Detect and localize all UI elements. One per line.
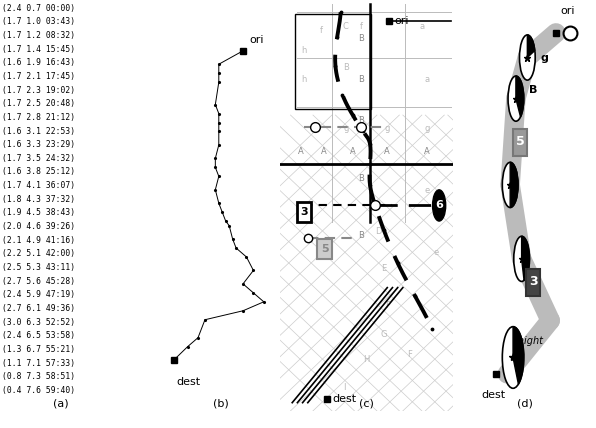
Text: a: a [424,75,430,84]
Text: 3: 3 [300,207,308,217]
Text: (a): (a) [53,399,69,409]
Text: g: g [540,53,548,62]
Text: F: F [407,351,412,360]
Text: ori: ori [249,35,263,45]
Text: dest: dest [332,394,356,404]
Text: dest: dest [176,377,200,386]
Wedge shape [510,162,518,208]
Wedge shape [522,236,529,280]
Text: (1.6 3.3 23:29): (1.6 3.3 23:29) [2,140,74,149]
Text: (2.7 5.6 45:28): (2.7 5.6 45:28) [2,276,74,285]
Text: B: B [343,63,349,72]
Text: (1.7 1.2 08:32): (1.7 1.2 08:32) [2,31,74,40]
Text: H: H [364,354,370,363]
FancyBboxPatch shape [297,202,311,222]
Text: (b): (b) [213,399,228,409]
Text: a: a [420,22,424,31]
Text: (1.7 2.8 21:12): (1.7 2.8 21:12) [2,113,74,122]
Text: e: e [433,248,438,257]
Circle shape [502,162,518,208]
Text: (1.7 2.5 20:48): (1.7 2.5 20:48) [2,99,74,108]
Text: B: B [358,231,364,240]
FancyBboxPatch shape [317,239,332,259]
Text: D: D [375,227,382,236]
Text: g: g [424,125,430,134]
Circle shape [502,327,524,388]
Text: (0.4 7.6 59:40): (0.4 7.6 59:40) [2,386,74,395]
Text: (1.7 1.4 15:45): (1.7 1.4 15:45) [2,45,74,54]
Text: (1.6 1.9 16:43): (1.6 1.9 16:43) [2,58,74,67]
Text: (1.9 4.5 38:43): (1.9 4.5 38:43) [2,208,74,217]
Text: B: B [358,75,364,84]
Text: (1.7 3.5 24:32): (1.7 3.5 24:32) [2,154,74,163]
Text: (1.6 3.1 22:53): (1.6 3.1 22:53) [2,127,74,136]
Text: (d): (d) [517,399,532,409]
Text: e: e [424,186,430,195]
Text: (0.8 7.3 58:51): (0.8 7.3 58:51) [2,372,74,381]
Text: ori: ori [394,15,409,26]
Text: A: A [298,147,304,156]
Text: A: A [384,147,390,156]
Text: (2.4 6.5 53:58): (2.4 6.5 53:58) [2,331,74,340]
Text: (2.2 5.1 42:00): (2.2 5.1 42:00) [2,250,74,259]
Text: E: E [381,264,386,273]
Text: straight: straight [505,336,544,346]
Text: (2.0 4.6 39:26): (2.0 4.6 39:26) [2,222,74,231]
Text: dest: dest [482,390,505,400]
Text: A: A [321,147,326,156]
Text: B: B [358,116,364,125]
Text: f: f [320,26,323,35]
Text: (1.7 2.1 17:45): (1.7 2.1 17:45) [2,72,74,81]
Text: (1.8 4.3 37:32): (1.8 4.3 37:32) [2,195,74,204]
Text: (1.7 1.0 03:43): (1.7 1.0 03:43) [2,18,74,27]
FancyBboxPatch shape [526,269,540,296]
Circle shape [514,236,529,282]
Wedge shape [516,76,524,117]
Text: 3: 3 [529,275,538,288]
Text: 6: 6 [435,200,443,211]
Text: h: h [302,75,307,84]
Text: (2.1 4.9 41:16): (2.1 4.9 41:16) [2,236,74,245]
Text: F: F [385,301,390,310]
FancyBboxPatch shape [513,129,527,156]
Text: (c): (c) [359,399,374,409]
Text: 5: 5 [516,135,524,148]
Text: B: B [529,86,537,95]
Text: g: g [384,125,390,134]
Text: 5: 5 [321,244,328,254]
Wedge shape [513,327,524,384]
Circle shape [433,190,446,221]
Text: (3.0 6.3 52:52): (3.0 6.3 52:52) [2,318,74,327]
Text: A: A [424,147,430,156]
Text: I: I [343,383,345,392]
Text: B: B [358,174,364,183]
Text: C: C [343,22,349,31]
Text: B: B [358,34,364,43]
Text: (1.3 6.7 55:21): (1.3 6.7 55:21) [2,345,74,354]
Text: (1.7 2.3 19:02): (1.7 2.3 19:02) [2,86,74,95]
Circle shape [508,76,524,121]
Text: f: f [360,22,363,31]
Text: ori: ori [560,6,575,16]
Wedge shape [527,35,535,57]
Text: h: h [302,46,307,55]
Text: A: A [350,147,356,156]
Circle shape [520,35,535,80]
Text: (1.7 4.1 36:07): (1.7 4.1 36:07) [2,181,74,190]
Text: (2.4 0.7 00:00): (2.4 0.7 00:00) [2,4,74,13]
Text: (2.4 5.9 47:19): (2.4 5.9 47:19) [2,290,74,299]
Text: (2.5 5.3 43:11): (2.5 5.3 43:11) [2,263,74,272]
Text: (2.7 6.1 49:36): (2.7 6.1 49:36) [2,304,74,313]
Text: g: g [343,125,349,134]
Text: (1.6 3.8 25:12): (1.6 3.8 25:12) [2,167,74,176]
Text: G: G [381,330,387,339]
Text: (1.1 7.1 57:33): (1.1 7.1 57:33) [2,359,74,368]
